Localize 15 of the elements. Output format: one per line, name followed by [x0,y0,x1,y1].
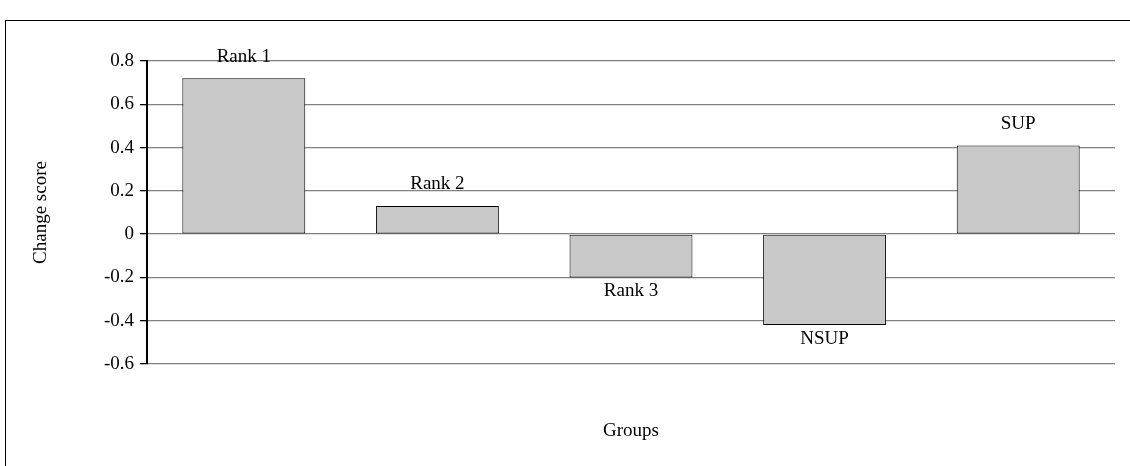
x-tick-label: Rank 1 [216,44,271,66]
x-tick-label: NSUP [800,326,849,348]
y-tick-label: 0.8 [110,48,134,70]
y-tick-label: 0.6 [110,92,134,114]
x-axis-title: Groups [603,418,659,440]
y-tick-label: 0 [124,222,134,244]
x-tick-label: SUP [1000,111,1036,133]
y-tick-label: -0.2 [103,265,134,287]
x-tick-label: Rank 3 [603,278,659,300]
x-tick-label: Rank 2 [410,172,465,194]
y-tick-label: -0.4 [103,308,135,330]
y-tick-label: -0.6 [103,351,134,373]
y-tick-label: 0.4 [110,135,135,157]
y-axis-title: Change score [29,161,51,264]
y-tick-label: 0.2 [110,178,134,200]
